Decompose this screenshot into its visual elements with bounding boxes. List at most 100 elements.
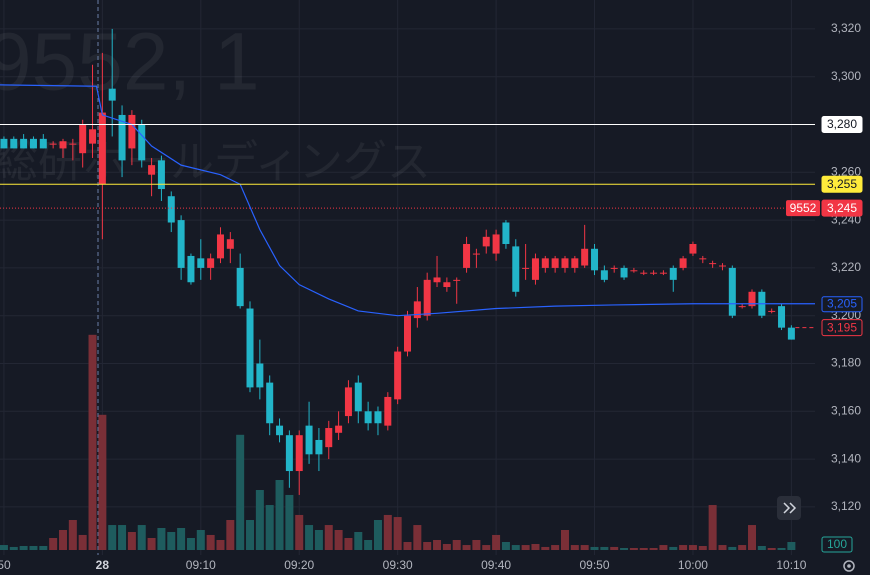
volume-bar xyxy=(157,528,166,550)
volume-bar xyxy=(354,532,363,550)
candle-body xyxy=(10,138,18,149)
candle-body xyxy=(39,138,47,149)
candle-body xyxy=(354,382,362,412)
candle-body xyxy=(689,244,697,254)
volume-bar xyxy=(679,545,688,550)
candle-body xyxy=(581,248,589,266)
volume-bar xyxy=(334,530,343,550)
volume-bar xyxy=(413,525,422,550)
volume-bar xyxy=(521,545,530,550)
volume-bar xyxy=(728,546,737,550)
candle-body xyxy=(738,306,746,308)
volume-bar xyxy=(492,534,501,550)
candle-body xyxy=(778,306,786,328)
volume-bar xyxy=(531,544,540,550)
price-label-box xyxy=(821,175,863,193)
volume-bar xyxy=(433,540,442,550)
volume-bar xyxy=(58,530,67,550)
candle-body xyxy=(482,236,490,247)
candle-body xyxy=(49,143,57,145)
scroll-button[interactable] xyxy=(777,496,801,520)
candle-body xyxy=(768,310,776,312)
candle-body xyxy=(640,272,648,274)
volume-bar xyxy=(226,520,235,550)
candle-body xyxy=(285,435,293,472)
volume-bar xyxy=(118,525,127,550)
volume-bar xyxy=(511,545,520,550)
volume-bar xyxy=(9,546,18,550)
candle-body xyxy=(502,222,510,245)
volume-bar xyxy=(314,530,323,550)
candle-body xyxy=(246,308,254,388)
y-tick-label: 3,140 xyxy=(831,451,861,465)
candle-body xyxy=(679,258,687,268)
volume-bar xyxy=(600,546,609,550)
candle-body xyxy=(463,244,471,268)
volume-bar xyxy=(590,546,599,550)
volume-bar xyxy=(137,525,146,550)
x-tick-label: 09:40 xyxy=(481,558,511,572)
axis: 3,1203,1403,1603,1803,2003,2203,2403,260… xyxy=(0,21,863,572)
price-label-box xyxy=(821,199,863,217)
volume-bar xyxy=(423,542,432,550)
volume-bar xyxy=(275,480,284,550)
volume-bar xyxy=(186,538,195,550)
y-tick-label: 3,160 xyxy=(831,403,861,417)
settings-button[interactable] xyxy=(843,560,855,572)
volume-bar xyxy=(403,542,412,550)
volume-bar xyxy=(324,525,333,550)
candle-body xyxy=(551,258,559,268)
candle-body xyxy=(197,258,205,268)
volume-bar xyxy=(442,544,451,550)
volume-bar xyxy=(305,525,314,550)
candle-body xyxy=(610,267,618,269)
candle-body xyxy=(748,291,756,307)
x-tick-label: 09:10 xyxy=(186,558,216,572)
candle-body xyxy=(423,279,431,316)
price-label: 3,280 xyxy=(827,117,857,131)
volume-bar xyxy=(39,546,48,550)
volume-bar xyxy=(344,538,353,550)
candle-body xyxy=(276,425,284,436)
candle-body xyxy=(522,267,530,269)
plot xyxy=(0,28,815,550)
volume-bar xyxy=(78,534,87,550)
candle-body xyxy=(591,248,599,271)
candle-body xyxy=(453,279,461,281)
candle-body xyxy=(157,160,165,190)
candle-body xyxy=(669,267,677,280)
volume-bar xyxy=(49,538,58,550)
candle-body xyxy=(374,411,382,424)
x-tick-label: 50 xyxy=(0,558,11,572)
volume-bar xyxy=(708,505,717,550)
volume-bar xyxy=(659,545,668,550)
watermark-name: 総研ホールディングス xyxy=(0,138,431,187)
x-tick-label: 10:10 xyxy=(776,558,806,572)
candle-body xyxy=(295,435,303,472)
volume-bar xyxy=(718,545,727,550)
candle-body xyxy=(79,124,87,154)
volume-bar xyxy=(738,545,747,550)
volume-bar xyxy=(551,545,560,550)
volume-bar xyxy=(610,546,619,550)
price-label: 3,255 xyxy=(827,177,857,191)
symbol-tag-box xyxy=(786,200,820,217)
symbol-tag: 9552 xyxy=(790,201,817,215)
candle-body xyxy=(659,272,667,274)
y-tick-label: 3,120 xyxy=(831,499,861,513)
candle-body xyxy=(364,411,372,424)
volume-bar xyxy=(462,545,471,550)
volume-bar xyxy=(68,520,77,550)
volume-label-box xyxy=(821,536,853,553)
candle-body xyxy=(305,425,313,455)
candle-body xyxy=(344,387,352,417)
volume-bar xyxy=(0,545,8,550)
candle-body xyxy=(492,234,500,254)
candle-body xyxy=(148,165,156,175)
candle-body xyxy=(384,396,392,426)
candle-body xyxy=(335,425,343,433)
volume-bar xyxy=(580,545,589,550)
volume-bar xyxy=(285,494,294,550)
candle-body xyxy=(207,258,215,268)
